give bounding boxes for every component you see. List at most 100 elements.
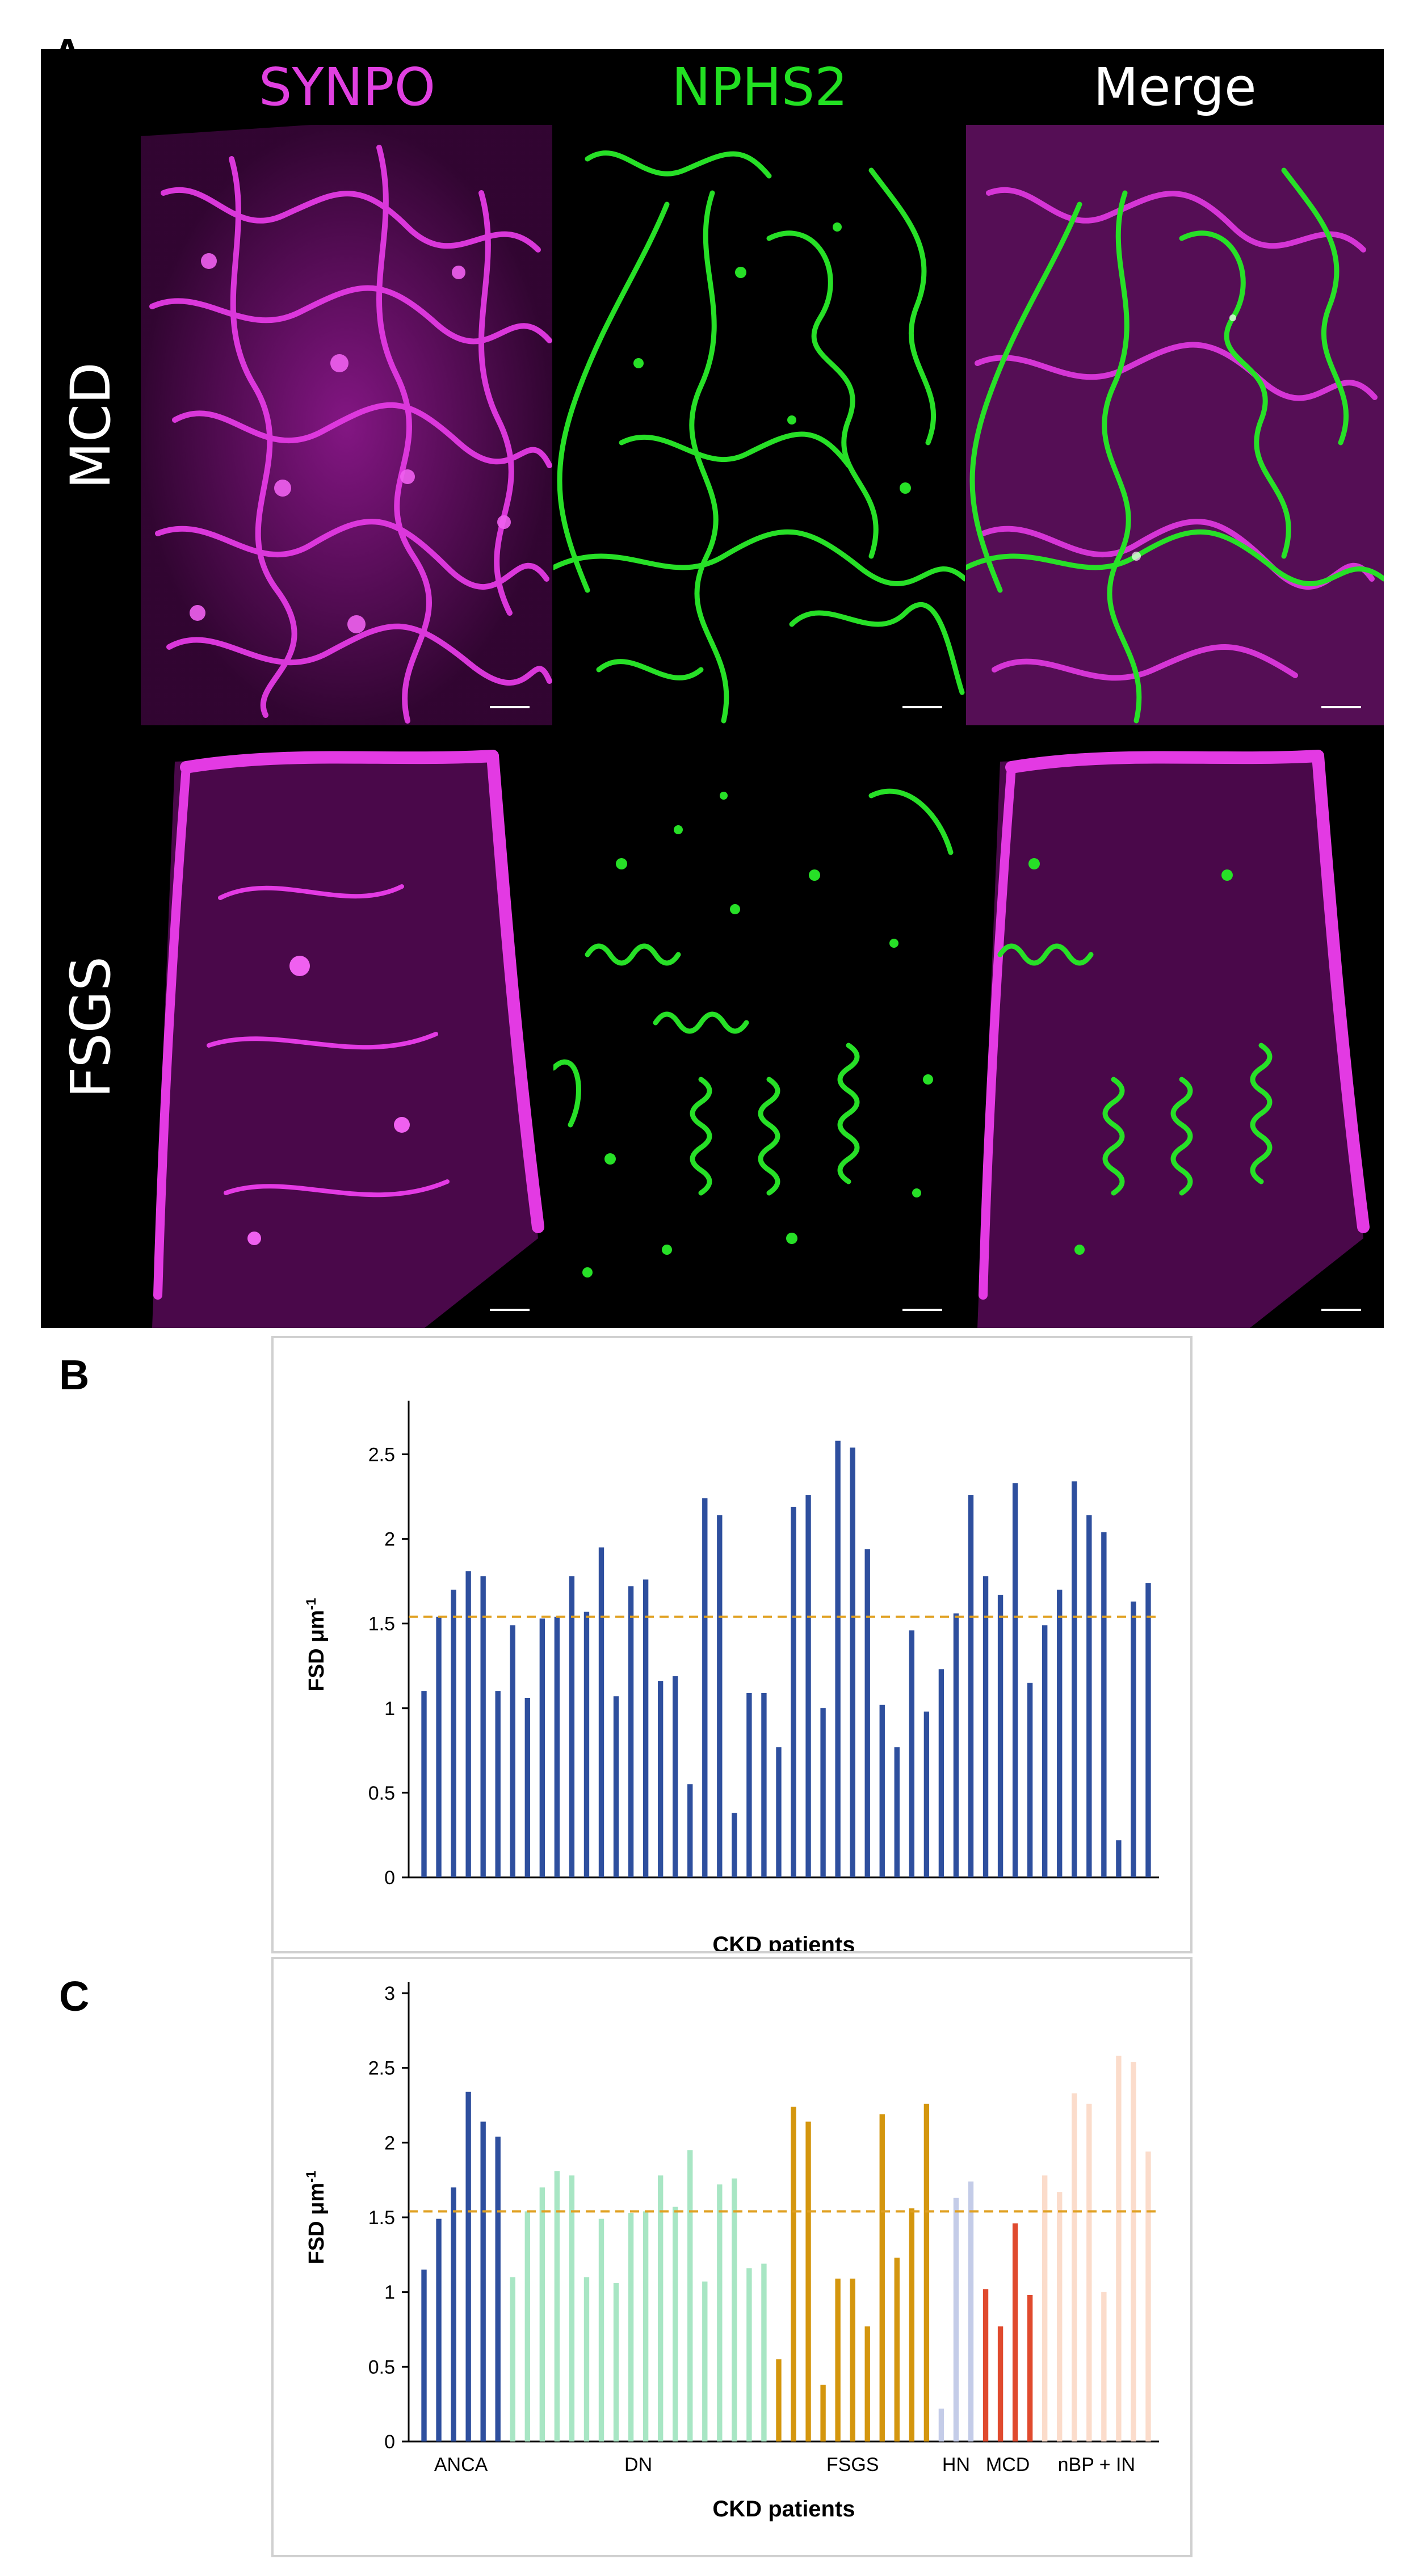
bar xyxy=(1101,1532,1107,1877)
bar xyxy=(569,1576,575,1877)
bar xyxy=(791,2107,796,2441)
bar xyxy=(879,2114,885,2441)
chart-b-svg: 0 0.5 1 1.5 2 2.5 FSD μm-1 CKD patients xyxy=(304,1401,1159,1951)
bar xyxy=(1145,2151,1151,2441)
bar xyxy=(673,1676,678,1877)
y-tick-label: 1.5 xyxy=(368,2207,395,2229)
bar xyxy=(1042,1625,1048,1877)
scale-bar xyxy=(902,1309,942,1311)
bar xyxy=(1086,1515,1092,1877)
bar xyxy=(539,2187,545,2441)
panel-letter-b: B xyxy=(59,1351,90,1398)
y-tick-label: 0.5 xyxy=(368,1783,395,1804)
bar xyxy=(598,1547,604,1877)
bar xyxy=(1116,1840,1122,1877)
bar xyxy=(1027,2295,1033,2441)
bar xyxy=(495,1691,501,1877)
bar xyxy=(909,2208,915,2441)
bar xyxy=(982,2289,989,2441)
category-label: HN xyxy=(942,2454,970,2476)
bar xyxy=(968,1495,974,1877)
header-merge: Merge xyxy=(966,49,1384,125)
y-tick-label: 1.5 xyxy=(368,1613,395,1635)
bar xyxy=(1131,2062,1136,2441)
y-tick-label: 0 xyxy=(384,1867,395,1889)
category-label: nBP + IN xyxy=(1058,2454,1135,2476)
bar xyxy=(776,2359,782,2441)
microscopy-panel: SYNPO NPHS2 Merge MCD FSGS xyxy=(41,49,1384,1328)
bar xyxy=(761,2263,767,2441)
bar xyxy=(1057,1590,1063,1877)
bar xyxy=(613,1696,619,1877)
bar xyxy=(480,1576,486,1877)
category-label: FSGS xyxy=(826,2454,879,2476)
scale-bar xyxy=(1321,706,1361,708)
row-label-mcd: MCD xyxy=(41,125,141,726)
image-mcd-nphs2 xyxy=(553,125,965,725)
bar xyxy=(598,2218,604,2441)
bar xyxy=(1101,2292,1107,2441)
bar xyxy=(554,2171,560,2441)
y-tick-label: 2.5 xyxy=(368,1444,395,1466)
category-label: MCD xyxy=(986,2454,1030,2476)
bar xyxy=(791,1506,796,1877)
bar xyxy=(938,1669,944,1877)
chart-c-svg: 0 0.5 1 1.5 2 2.5 3 FSD μm-1 CKD patients ANCA DN F… xyxy=(304,1982,1159,2522)
y-tick-label: 0 xyxy=(384,2431,395,2453)
bar xyxy=(628,2213,634,2441)
bar xyxy=(732,2178,737,2441)
y-tick-label: 2 xyxy=(384,2132,395,2154)
bar xyxy=(1116,2056,1122,2441)
bar xyxy=(687,1784,693,1877)
y-tick-label: 3 xyxy=(384,1983,395,2005)
bar xyxy=(717,1515,723,1877)
panel-letter-c: C xyxy=(59,1973,90,2020)
bar xyxy=(746,1692,752,1877)
bar xyxy=(643,1579,649,1877)
bar xyxy=(746,2268,752,2441)
bar xyxy=(879,1704,885,1877)
category-label: ANCA xyxy=(434,2454,488,2476)
row-label-fsgs: FSGS xyxy=(41,726,141,1328)
bar xyxy=(1131,1601,1136,1877)
bar xyxy=(673,2207,678,2441)
bar xyxy=(1086,2103,1092,2441)
bar xyxy=(864,1549,870,1877)
scale-bar xyxy=(1321,1309,1361,1311)
bar xyxy=(657,2175,664,2441)
bar xyxy=(894,1747,900,1877)
bar xyxy=(465,1571,471,1877)
bar xyxy=(451,2187,456,2441)
bar xyxy=(554,1616,560,1877)
chart-panel-b: 0 0.5 1 1.5 2 2.5 FSD μm-1 CKD patients xyxy=(271,1336,1193,1953)
bar xyxy=(923,1711,930,1877)
header-nphs2: NPHS2 xyxy=(553,49,966,125)
bar xyxy=(524,1697,530,1877)
bar xyxy=(1012,2223,1018,2441)
bar xyxy=(465,2091,471,2441)
bar xyxy=(451,1590,456,1877)
bar xyxy=(850,1447,855,1877)
y-axis-label: FSD μm-1 xyxy=(304,1598,329,1692)
bar xyxy=(702,2281,708,2441)
bar xyxy=(938,2409,944,2441)
x-axis-label: CKD patients xyxy=(712,1932,855,1951)
bar xyxy=(628,1586,634,1877)
bar xyxy=(583,1611,590,1877)
bar xyxy=(909,1630,915,1877)
bar xyxy=(583,2277,590,2441)
bar xyxy=(643,2211,649,2441)
bar xyxy=(495,2136,501,2441)
bar xyxy=(982,1576,989,1877)
bar xyxy=(761,1692,767,1877)
bar xyxy=(850,2278,855,2441)
bar xyxy=(524,2211,530,2441)
bar xyxy=(1072,1481,1077,1877)
bar xyxy=(732,1813,737,1877)
bar xyxy=(1145,1583,1151,1877)
bar xyxy=(953,2197,959,2441)
bar xyxy=(702,1498,708,1877)
chart-panel-c: 0 0.5 1 1.5 2 2.5 3 FSD μm-1 CKD patients ANCA DN F… xyxy=(271,1957,1193,2557)
bar xyxy=(717,2184,723,2441)
bar xyxy=(436,1616,442,1877)
